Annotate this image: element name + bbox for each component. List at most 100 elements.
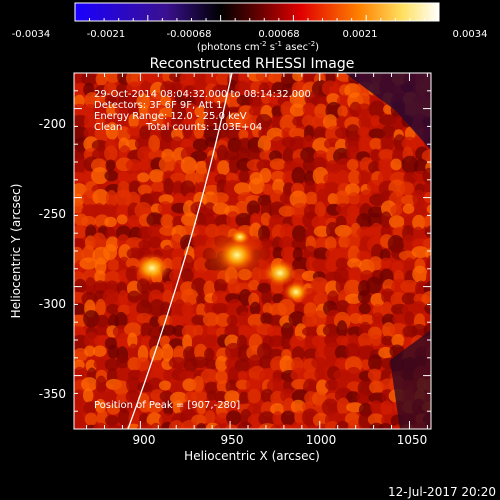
image-cell — [282, 182, 295, 196]
image-cell — [392, 313, 407, 326]
image-cell — [203, 280, 216, 298]
image-cell — [104, 145, 118, 162]
image-cell — [93, 358, 109, 370]
image-cell — [193, 375, 204, 394]
image-cell — [289, 135, 306, 153]
image-cell — [74, 137, 87, 153]
image-cell — [411, 323, 427, 339]
image-cell — [227, 366, 239, 385]
annotation-counts: Total counts: 1.03E+04 — [145, 122, 262, 133]
image-cell — [116, 332, 132, 350]
image-cell — [311, 335, 329, 348]
colorbar-tick-label: -0.00068 — [167, 29, 212, 40]
image-cell — [346, 366, 362, 383]
image-cell — [91, 232, 107, 251]
image-cell — [314, 367, 326, 382]
y-tick-label: -250 — [39, 207, 66, 221]
image-cell — [334, 246, 352, 262]
image-cell — [225, 126, 241, 141]
image-cell — [147, 224, 166, 238]
image-cell — [280, 410, 296, 426]
image-cell — [107, 344, 119, 359]
image-cell — [335, 169, 351, 187]
image-cell — [192, 138, 209, 152]
image-cell — [138, 158, 151, 171]
image-cell — [370, 114, 381, 127]
image-cell — [237, 421, 254, 429]
image-cell — [423, 213, 431, 230]
image-cell — [96, 408, 108, 427]
x-tick-label: 950 — [221, 433, 244, 447]
image-cell — [160, 213, 174, 229]
image-cell — [403, 257, 416, 274]
image-cell — [369, 137, 383, 151]
image-cell — [149, 316, 161, 328]
image-cell — [204, 347, 215, 361]
image-cell — [279, 114, 297, 133]
image-cell — [104, 358, 120, 371]
image-cell — [238, 391, 249, 405]
image-cell — [148, 150, 167, 161]
image-cell — [237, 370, 248, 381]
image-cell — [380, 400, 393, 416]
image-cell — [400, 279, 419, 293]
image-cell — [368, 354, 383, 372]
image-cell — [170, 381, 186, 395]
image-cell — [138, 239, 151, 251]
image-cell — [336, 397, 350, 415]
annotation-peak: Position of Peak = [907,-280] — [94, 400, 240, 411]
image-cell — [83, 331, 99, 350]
image-cell — [380, 211, 392, 229]
image-cell — [290, 367, 309, 383]
image-cell — [268, 335, 286, 347]
image-cell — [312, 391, 327, 407]
image-cell — [368, 100, 386, 118]
image-cell — [190, 390, 208, 402]
image-cell — [359, 426, 371, 429]
image-cell — [258, 82, 270, 95]
image-cell — [74, 156, 86, 174]
image-cell — [190, 150, 208, 162]
image-cell — [322, 114, 338, 130]
image-cell — [281, 332, 292, 351]
image-cell — [324, 236, 337, 251]
image-cell — [159, 106, 175, 118]
image-cell — [291, 166, 306, 185]
image-cell — [168, 357, 187, 369]
image-cell — [306, 425, 317, 429]
image-cell — [93, 203, 105, 217]
image-cell — [404, 311, 415, 326]
image-cell — [93, 101, 107, 118]
image-cell — [281, 127, 293, 140]
image-cell — [149, 422, 162, 429]
image-cell — [324, 181, 340, 198]
image-cell — [359, 189, 374, 208]
image-cell — [75, 404, 86, 415]
image-cell — [92, 422, 109, 429]
image-cell — [412, 214, 426, 231]
image-cell — [381, 125, 396, 138]
image-cell — [302, 326, 320, 337]
image-cell — [227, 137, 242, 153]
image-cell — [357, 314, 375, 326]
image-cell — [226, 315, 238, 326]
image-cell — [81, 377, 98, 392]
colorbar: -0.0034 -0.0021 -0.00068 0.00068 0.0021 … — [12, 2, 488, 53]
image-cell — [105, 159, 116, 172]
image-cell — [103, 204, 117, 217]
image-cell — [136, 312, 152, 324]
image-cell — [180, 156, 197, 175]
image-cell — [215, 355, 228, 372]
image-cell — [260, 312, 273, 326]
image-cell — [245, 377, 262, 393]
image-cell — [83, 112, 98, 131]
image-cell — [334, 345, 349, 360]
image-cell — [161, 343, 174, 362]
image-cell — [116, 214, 128, 225]
image-cell — [270, 136, 286, 151]
image-cell — [411, 246, 430, 258]
image-cell — [288, 128, 307, 139]
image-cell — [358, 136, 373, 155]
image-cell — [179, 73, 198, 86]
image-cell — [414, 205, 426, 217]
